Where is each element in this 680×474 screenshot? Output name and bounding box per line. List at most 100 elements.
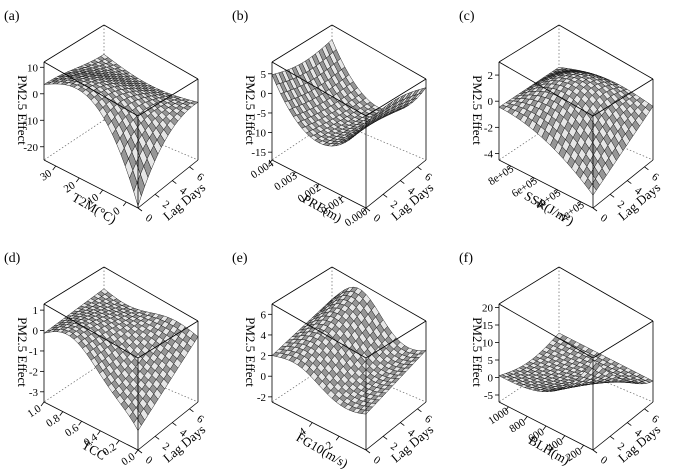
box-edge	[103, 24, 199, 80]
panel-label: (c)	[459, 9, 475, 24]
x-tick-mark	[134, 449, 139, 455]
box-edge	[365, 320, 427, 359]
x-tick-label: 0	[111, 205, 123, 218]
x-tick-mark	[362, 207, 367, 213]
y-tick-label: 2	[160, 440, 171, 453]
surface-facet	[361, 409, 370, 415]
z-tick-label: -1	[29, 346, 38, 358]
y-tick-label: 4	[405, 427, 417, 440]
surface-facet	[133, 417, 142, 432]
y-tick-mark	[627, 180, 632, 184]
x-tick-mark	[561, 435, 566, 440]
x-tick-mark	[292, 171, 296, 177]
x-tick-mark	[75, 177, 80, 183]
x-tick-mark	[59, 411, 64, 416]
y-tick-label: 0	[371, 212, 383, 225]
y-tick-mark	[417, 408, 422, 413]
x-tick-mark	[315, 183, 320, 189]
box-edge	[558, 24, 654, 80]
y-tick-label: 4	[632, 185, 644, 198]
box-edge	[271, 303, 367, 359]
box-edge	[137, 401, 199, 451]
surface-mesh	[43, 54, 199, 207]
box-edge	[43, 159, 139, 209]
surface-facet	[588, 183, 597, 196]
z-axis-label: PM2.5 Effect	[15, 75, 30, 145]
y-tick-label: 6	[649, 413, 661, 426]
box-edge	[137, 320, 199, 359]
y-tick-label: 0	[143, 212, 155, 225]
z-tick-label: 5	[261, 69, 267, 81]
x-tick-label: 0.000	[343, 205, 371, 229]
surface-facet	[588, 359, 597, 369]
box-edge	[43, 303, 139, 359]
box-edge	[592, 320, 654, 359]
y-tick-label: 4	[405, 185, 417, 198]
box-edge	[365, 401, 427, 451]
z-tick-label: 6	[261, 309, 267, 321]
y-tick-label: 2	[388, 440, 399, 453]
box-hidden-edge	[331, 361, 427, 403]
box-hidden-edge	[558, 119, 654, 161]
y-tick-label: 2	[160, 198, 171, 211]
surface-facet	[133, 182, 142, 207]
x-tick-mark	[99, 189, 104, 195]
surface-mesh	[271, 39, 427, 147]
z-tick-label: -10	[251, 128, 266, 140]
x-tick-mark	[530, 177, 535, 183]
z-tick-label: 0	[488, 96, 494, 108]
y-tick-mark	[627, 422, 632, 426]
box-hidden-edge	[103, 361, 199, 403]
box-edge	[592, 401, 654, 451]
y-tick-label: 6	[422, 413, 434, 426]
y-tick-mark	[592, 449, 598, 454]
x-tick-mark	[268, 159, 273, 165]
z-axis-label: PM2.5 Effect	[470, 317, 485, 387]
z-tick-label: 20	[482, 303, 494, 315]
z-tick-label: 5	[488, 355, 494, 367]
x-tick-mark	[78, 420, 82, 426]
box-edge	[43, 61, 139, 117]
x-tick-label: 30	[38, 167, 54, 183]
box-hidden-edge	[498, 119, 560, 161]
x-tick-label: 2	[324, 439, 335, 452]
z-tick-label: 0	[261, 88, 267, 100]
x-axis-label: FG10(m/s)	[294, 429, 351, 471]
x-tick-label: 0.8	[44, 412, 62, 430]
box-edge	[271, 61, 367, 117]
z-axis-label: PM2.5 Effect	[15, 317, 30, 387]
z-axis-label: PM2.5 Effect	[243, 317, 258, 387]
box-hidden-edge	[331, 119, 427, 161]
z-tick-label: -3	[29, 387, 39, 399]
box-edge	[498, 266, 560, 305]
y-tick-mark	[172, 180, 177, 184]
x-tick-mark	[505, 406, 509, 412]
box-hidden-edge	[43, 361, 105, 403]
x-tick-mark	[308, 422, 313, 427]
z-axis-label: PM2.5 Effect	[470, 75, 485, 145]
x-tick-label: 0.6	[63, 422, 81, 440]
box-edge	[592, 78, 654, 117]
box-edge	[43, 401, 139, 451]
x-tick-mark	[97, 430, 101, 436]
y-tick-label: 4	[177, 185, 189, 198]
x-tick-mark	[335, 436, 340, 441]
surface-mesh	[43, 288, 199, 432]
surface-mesh	[498, 66, 654, 196]
z-tick-label: 4	[261, 330, 267, 342]
x-tick-mark	[507, 165, 512, 171]
y-tick-mark	[609, 435, 615, 440]
z-tick-label: -5	[257, 108, 267, 120]
box-edge	[365, 159, 427, 209]
z-tick-label: 10	[482, 338, 494, 350]
y-tick-mark	[592, 207, 598, 212]
y-tick-label: 2	[615, 440, 626, 453]
x-tick-label: 0.003	[272, 169, 300, 193]
z-tick-label: 15	[482, 320, 494, 332]
z-tick-label: 0	[261, 371, 267, 383]
